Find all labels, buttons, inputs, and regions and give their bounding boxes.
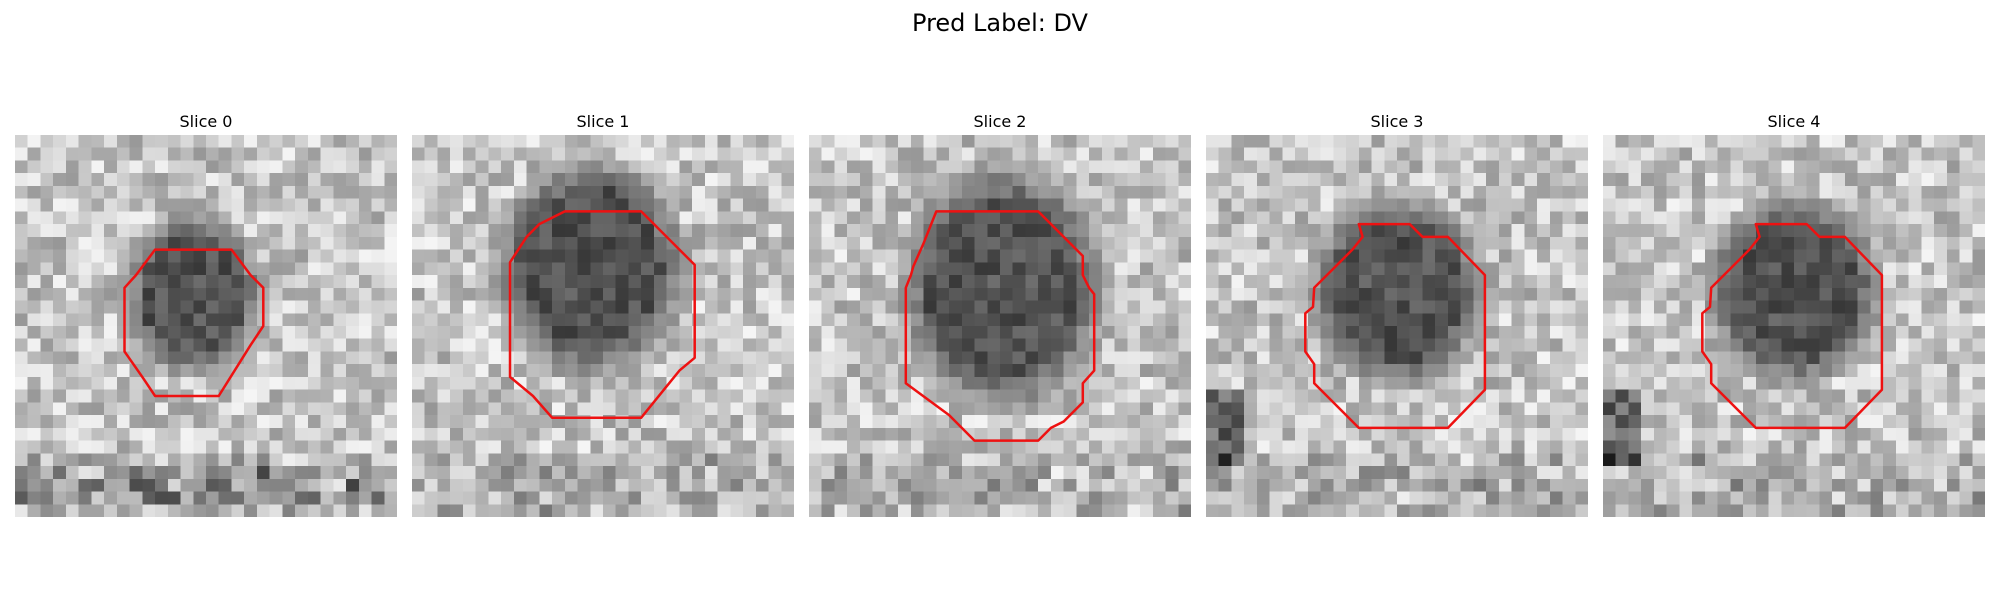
figure-title: Pred Label: DV <box>912 9 1088 37</box>
slice-title: Slice 1 <box>576 112 630 131</box>
segmentation-contour <box>123 248 265 398</box>
slice-title: Slice 4 <box>1767 112 1821 131</box>
pixel-grid <box>15 135 397 517</box>
segmentation-contour <box>1701 222 1884 430</box>
slice-image <box>1603 135 1985 517</box>
slice-image <box>1206 135 1588 517</box>
pixel-grid <box>412 135 794 517</box>
slice-title: Slice 0 <box>179 112 233 131</box>
pixel-grid <box>809 135 1191 517</box>
slice-title: Slice 2 <box>973 112 1027 131</box>
segmentation-contour <box>1304 222 1487 430</box>
slice-image <box>412 135 794 517</box>
slice-title: Slice 3 <box>1370 112 1424 131</box>
pixel-grid <box>1603 135 1985 517</box>
slice-image <box>809 135 1191 517</box>
segmentation-contour <box>904 210 1096 442</box>
pixel-grid <box>1206 135 1588 517</box>
slice-image <box>15 135 397 517</box>
segmentation-contour <box>508 210 696 419</box>
